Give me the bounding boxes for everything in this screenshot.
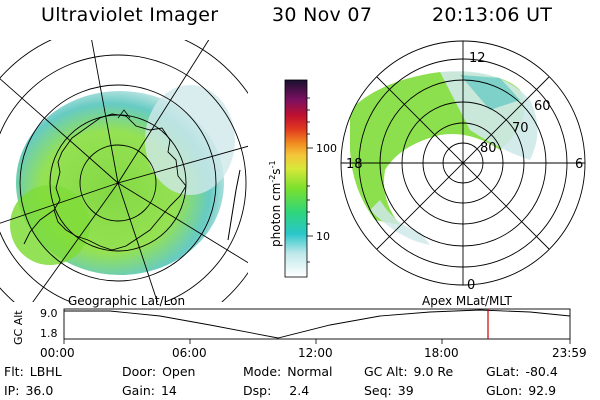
- door-info: Door: Open: [122, 364, 196, 379]
- timeline-axis-label: GC Alt: [12, 310, 25, 345]
- dsp-info: Dsp: 2.4: [243, 383, 310, 398]
- gc-alt-info: GC Alt: 9.0 Re: [364, 364, 454, 379]
- image-date: 30 Nov 07: [272, 4, 373, 26]
- mlt-label-12: 12: [469, 51, 486, 66]
- xtick-2359: 23:59: [552, 346, 587, 360]
- colorbar-tick-10: 10: [316, 230, 330, 243]
- color-bar: 100 10 photon cm-2s-1: [268, 79, 337, 278]
- mlt-label-6: 6: [575, 157, 583, 172]
- filter-info: Flt: LBHL: [4, 364, 62, 379]
- ytick-max: 9.0: [40, 307, 58, 320]
- seq-info: Seq: 39: [364, 383, 414, 398]
- colorbar-unit-label: photon cm-2s-1: [268, 160, 283, 247]
- polar-mlt-plot: 12 18 6 0 60 70 80: [340, 40, 586, 293]
- xtick-1800: 18:00: [424, 346, 459, 360]
- xtick-1200: 12:00: [298, 346, 333, 360]
- glat-info: GLat: -80.4: [486, 364, 558, 379]
- xtick-0600: 06:00: [172, 346, 207, 360]
- colorbar-tick-100: 100: [316, 142, 337, 155]
- mlat-label-60: 60: [534, 99, 551, 114]
- xtick-0000: 00:00: [40, 346, 75, 360]
- mlat-label-70: 70: [512, 121, 529, 136]
- geographic-map: [0, 40, 248, 302]
- glon-info: GLon: 92.9: [486, 383, 557, 398]
- mlt-label-18: 18: [346, 157, 363, 172]
- timeline-right-title: Apex MLat/MLT: [422, 294, 512, 308]
- ytick-min: 1.8: [40, 327, 58, 340]
- gain-info: Gain: 14: [122, 383, 177, 398]
- image-time: 20:13:06 UT: [432, 4, 553, 26]
- mlt-label-0: 0: [467, 278, 475, 293]
- mode-info: Mode: Normal: [243, 364, 333, 379]
- instrument-title: Ultraviolet Imager: [41, 4, 219, 26]
- ip-info: IP: 36.0: [4, 383, 54, 398]
- timeline-left-title: Geographic Lat/Lon: [68, 294, 185, 308]
- orbit-timeline: Geographic Lat/Lon Apex MLat/MLT 9.0 1.8…: [12, 294, 587, 360]
- mlat-label-80: 80: [480, 141, 497, 156]
